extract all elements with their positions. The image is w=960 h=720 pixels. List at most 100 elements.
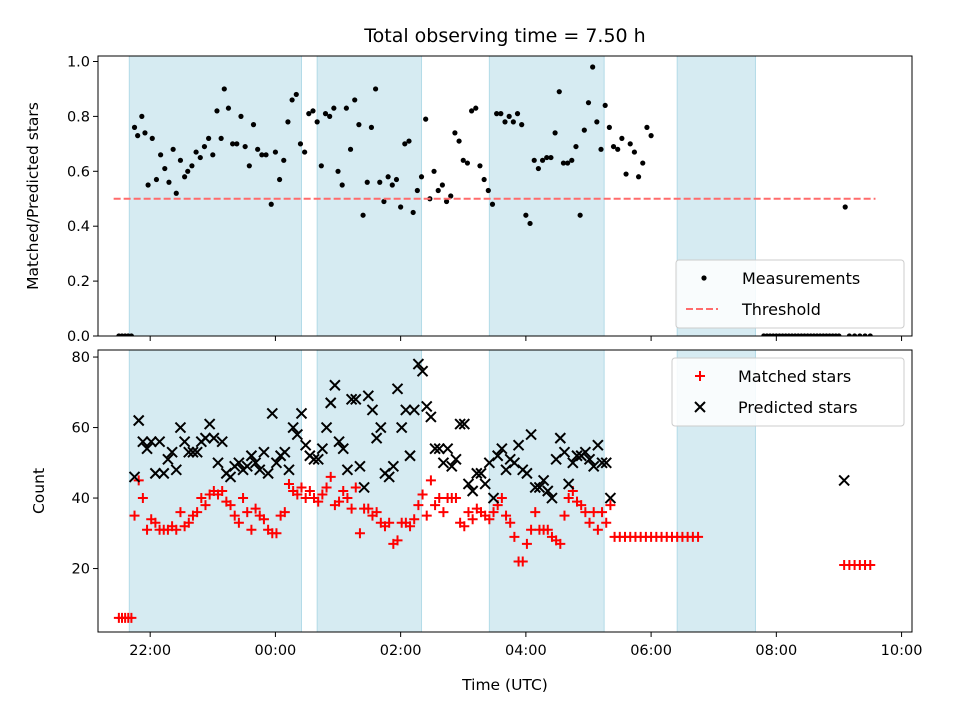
predicted-star-point xyxy=(521,467,533,480)
measurement-point xyxy=(230,141,236,147)
y-tick-label: 80 xyxy=(72,350,90,366)
predicted-star-point xyxy=(258,446,270,458)
measurement-point xyxy=(197,154,203,161)
matched-star-point xyxy=(601,517,612,528)
matched-star-point xyxy=(605,500,616,511)
predicted-star-point xyxy=(216,435,228,448)
matched-star-point xyxy=(459,521,470,532)
matched-star-point xyxy=(142,524,153,535)
matched-star-point xyxy=(521,538,532,549)
measurement-point xyxy=(494,111,500,117)
measurement-point xyxy=(131,124,138,130)
predicted-star-point xyxy=(437,457,450,469)
predicted-star-point xyxy=(441,442,454,455)
measurement-point xyxy=(225,105,232,111)
measurement-point xyxy=(473,105,479,111)
matched-star-point xyxy=(296,482,307,493)
measurement-point xyxy=(177,157,184,163)
measurement-point xyxy=(314,119,320,125)
predicted-star-point xyxy=(312,453,324,465)
x-tick-label: 06:00 xyxy=(630,643,672,659)
measurement-point xyxy=(189,163,195,169)
predicted-star-point xyxy=(153,435,166,448)
predicted-star-point xyxy=(178,435,191,448)
predicted-star-point xyxy=(254,464,266,476)
predicted-star-point xyxy=(295,407,308,420)
matched-star-point xyxy=(559,510,570,521)
measurement-point xyxy=(565,160,571,166)
predicted-star-point xyxy=(412,358,425,370)
measurement-point xyxy=(439,182,445,188)
measurement-point xyxy=(648,133,654,139)
matched-star-point xyxy=(129,510,140,521)
predicted-star-point xyxy=(245,450,258,462)
measurement-point xyxy=(631,149,638,155)
matched-star-point xyxy=(196,493,207,504)
matched-star-point xyxy=(354,528,365,539)
predicted-star-point xyxy=(320,421,333,434)
measurement-point xyxy=(481,176,487,183)
measurement-point xyxy=(531,157,537,163)
measurement-point xyxy=(506,113,512,119)
measurement-point xyxy=(862,333,868,336)
measurement-point xyxy=(297,141,304,147)
measurement-point xyxy=(644,124,650,130)
measurement-point xyxy=(149,135,155,141)
predicted-star-point xyxy=(174,421,187,434)
predicted-star-point xyxy=(279,446,291,458)
matched-star-point xyxy=(313,496,324,507)
y-tick-label: 1.0 xyxy=(67,54,90,70)
measurement-point xyxy=(153,176,160,183)
predicted-star-point xyxy=(370,432,383,444)
predicted-star-point xyxy=(487,492,500,504)
predicted-star-point xyxy=(446,460,458,473)
measurement-point xyxy=(615,146,621,152)
predicted-star-point xyxy=(287,421,299,434)
measurement-point xyxy=(347,146,354,152)
measurement-point xyxy=(162,165,168,172)
measurement-point xyxy=(510,119,516,125)
matched-star-point xyxy=(233,517,244,528)
measurement-point xyxy=(460,157,466,163)
predicted-star-point xyxy=(208,432,220,444)
predicted-star-point xyxy=(491,450,504,462)
predicted-star-point xyxy=(203,418,216,430)
series-predicted-stars xyxy=(128,358,850,504)
measurement-point xyxy=(234,141,240,147)
measurement-point xyxy=(418,174,425,180)
matched-star-point xyxy=(246,524,257,535)
matched-star-point xyxy=(488,507,499,518)
measurement-point xyxy=(435,187,441,194)
measurement-point xyxy=(398,204,404,210)
y-tick-label: 40 xyxy=(72,491,90,507)
predicted-star-point xyxy=(546,492,558,504)
predicted-star-point xyxy=(212,457,224,469)
matched-star-point xyxy=(242,507,253,518)
predicted-star-point xyxy=(199,432,212,444)
measurement-point xyxy=(452,130,458,136)
measurement-point xyxy=(523,212,529,218)
matched-star-point xyxy=(171,524,182,535)
matched-star-point xyxy=(250,503,261,514)
measurement-point xyxy=(263,152,269,158)
measurement-point xyxy=(623,171,629,177)
y-tick-label: 0.4 xyxy=(67,219,90,235)
predicted-star-point xyxy=(537,474,550,487)
predicted-star-point xyxy=(350,393,362,406)
matched-star-point xyxy=(405,521,416,532)
measurement-point xyxy=(846,333,852,336)
measurement-point xyxy=(385,174,391,180)
predicted-star-point xyxy=(604,492,617,504)
measurement-point xyxy=(448,193,454,199)
measurement-point xyxy=(142,130,148,136)
chart-title: Total observing time = 7.50 h xyxy=(363,25,645,47)
measurement-point xyxy=(170,146,176,152)
matched-star-point xyxy=(588,507,599,518)
matched-star-point xyxy=(509,531,520,542)
matched-star-point xyxy=(258,514,269,525)
measurement-point xyxy=(590,64,596,70)
y-tick-label: 0.0 xyxy=(67,329,90,345)
predicted-star-point xyxy=(592,439,604,451)
measurement-point xyxy=(310,108,316,114)
measurement-point xyxy=(619,135,625,141)
